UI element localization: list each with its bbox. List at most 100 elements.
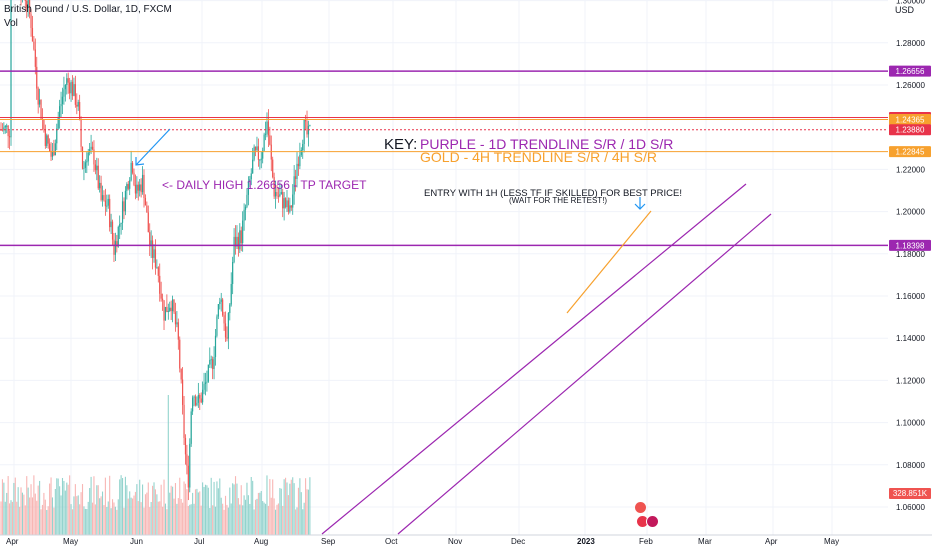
volume-bar	[103, 505, 105, 535]
price-label-box	[889, 146, 931, 158]
volume-bar	[214, 506, 217, 535]
volume-bar	[36, 500, 38, 535]
volume-bar	[192, 492, 194, 535]
price-label: 1.24365	[896, 115, 925, 124]
price-axis: 1.360001.340001.320001.300001.280001.260…	[896, 0, 925, 512]
candle-body	[293, 176, 295, 195]
candle-body	[242, 220, 244, 243]
volume-label: 328.851K	[893, 489, 928, 498]
candle-body	[193, 396, 195, 398]
candle-body	[101, 195, 104, 200]
candle-body	[59, 106, 61, 118]
candle-body	[302, 144, 304, 151]
price-label-box	[889, 124, 931, 136]
volume-bar	[99, 498, 101, 535]
candle-body	[107, 198, 109, 206]
candle-body	[169, 307, 171, 311]
volume-bar	[189, 504, 191, 535]
volume-bar	[156, 494, 158, 535]
candle-body	[43, 119, 45, 130]
volume-bar	[27, 487, 29, 535]
volume-bar	[217, 488, 219, 535]
volume-bar	[213, 481, 215, 535]
volume-bar	[244, 499, 247, 535]
candle-body	[189, 443, 191, 488]
volume-bar	[83, 506, 85, 535]
candle-body	[71, 81, 74, 96]
price-label-box	[889, 239, 931, 251]
candle-body	[176, 322, 178, 325]
candle-body	[150, 240, 152, 247]
candle-body	[79, 102, 81, 120]
volume-bar	[254, 499, 257, 535]
entry-arrowhead	[634, 203, 646, 210]
lightning-event-icon[interactable]	[635, 502, 646, 513]
candle-body	[276, 192, 278, 196]
volume-bar	[252, 480, 254, 535]
candle-body	[207, 364, 209, 382]
candle-body	[280, 192, 282, 195]
candle-body	[164, 306, 167, 321]
x-tick-label: Apr	[765, 537, 778, 546]
volume-bar	[176, 503, 178, 535]
volume-bar	[17, 487, 19, 535]
volume-bar	[263, 502, 265, 535]
candle-body	[270, 144, 272, 160]
volume-bar	[290, 479, 292, 535]
candle-body	[166, 306, 168, 313]
volume-bar	[186, 489, 188, 535]
candle-body	[289, 205, 291, 212]
volume-bar	[269, 479, 271, 535]
volume-bar	[136, 484, 138, 535]
uk-flag-event-icon[interactable]	[646, 515, 659, 528]
daily-high-arrowhead	[135, 157, 145, 166]
candle-body	[63, 89, 65, 97]
volume-bar	[227, 507, 229, 535]
volume-bar	[34, 493, 36, 535]
currency-label: USD	[895, 5, 915, 15]
candle-body	[223, 315, 225, 324]
candle-body	[86, 161, 88, 163]
candle-body	[194, 396, 197, 406]
volume-bar	[51, 497, 54, 535]
volume-bar	[63, 480, 65, 535]
volume-bar	[166, 509, 168, 535]
volume-bar	[259, 492, 261, 535]
purple-trendline-lower	[397, 213, 772, 535]
volume-bar	[143, 507, 145, 535]
volume-bar	[184, 483, 187, 535]
volume-bar	[174, 483, 177, 535]
candle-body	[106, 205, 108, 207]
candle-body	[256, 146, 258, 151]
volume-bar	[84, 508, 86, 535]
candle-body	[236, 236, 238, 247]
volume-bar	[253, 509, 255, 535]
volume-bar	[289, 483, 291, 535]
volume-bar	[256, 498, 258, 535]
volume-bar	[114, 506, 116, 535]
volume-bar	[173, 498, 175, 535]
volume-bar	[133, 495, 135, 535]
candle-body	[64, 84, 66, 90]
candle-body	[277, 195, 280, 197]
candle-body	[294, 176, 297, 180]
volume-bar	[70, 504, 72, 535]
candle-body	[110, 221, 112, 228]
volume-bar	[124, 476, 126, 535]
candle-body	[279, 194, 281, 197]
volume-bar	[9, 503, 11, 535]
volume-bar	[172, 486, 174, 535]
volume-bar	[250, 476, 252, 535]
candle-body	[114, 241, 116, 255]
volume-bar	[74, 484, 76, 535]
volume-bar	[246, 482, 248, 535]
price-labels: 1.266561.244611.243651.238801.228451.183…	[889, 65, 931, 499]
candle-body	[187, 465, 189, 488]
volume-bar	[157, 501, 159, 535]
volume-bar	[159, 501, 161, 535]
volume-bar	[206, 485, 208, 535]
candle-body	[67, 78, 69, 83]
candle-body	[260, 158, 262, 160]
candle-body	[157, 267, 159, 276]
